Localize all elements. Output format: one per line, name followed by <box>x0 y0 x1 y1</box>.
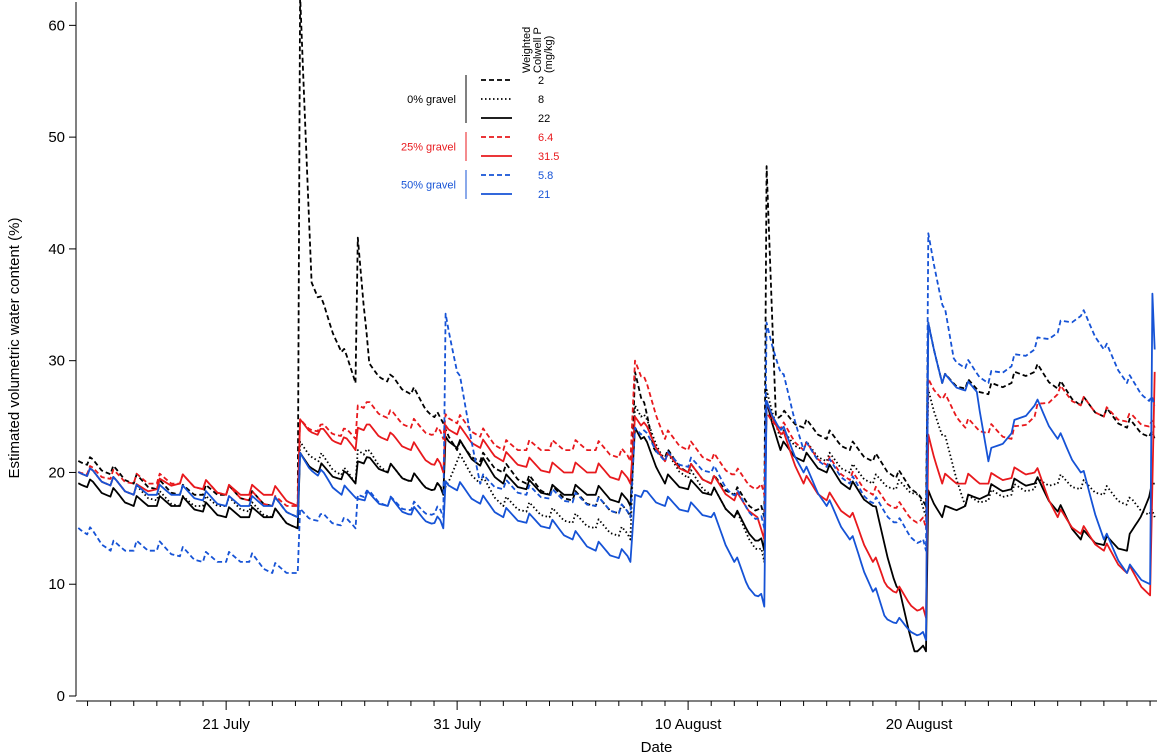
y-tick-label: 0 <box>57 688 65 705</box>
series-line-6-4 <box>78 359 1156 530</box>
legend-entry-label: 21 <box>538 189 550 201</box>
y-tick-label: 60 <box>48 17 65 34</box>
series-line-8 <box>77 388 1156 563</box>
legend-entry-label: 6.4 <box>538 132 553 144</box>
series-line-22 <box>77 400 1155 653</box>
y-tick-label: 30 <box>48 353 65 370</box>
legend-header-line: (mg/kg) <box>543 36 555 73</box>
legend-header-line: Colwell P <box>532 27 544 73</box>
series-line-5-8 <box>77 232 1156 574</box>
y-tick-label: 10 <box>48 576 65 593</box>
series-line-31-5 <box>77 371 1156 619</box>
legend-entry-label: 2 <box>538 75 544 87</box>
plot-area <box>77 0 1156 653</box>
legend-group-label: 0% gravel <box>407 94 456 106</box>
legend-entry-label: 8 <box>538 94 544 106</box>
y-tick-label: 20 <box>48 464 65 481</box>
x-tick-label: 21 July <box>202 716 250 733</box>
x-tick-label: 20 August <box>886 716 954 733</box>
series-line-2 <box>77 0 1156 519</box>
legend-header-line: Weighted <box>521 27 533 73</box>
y-tick-label: 50 <box>48 129 65 146</box>
x-axis-title: Date <box>641 739 673 756</box>
legend: Weighted Colwell P (mg/kg) 2 8 22 0% gravel 6.4… <box>401 27 559 201</box>
x-tick-label: 31 July <box>433 716 481 733</box>
legend-group-label: 25% gravel <box>401 142 456 154</box>
y-axis-title: Estimated volumetric water content (%) <box>6 218 23 479</box>
legend-entry-label: 31.5 <box>538 151 559 163</box>
legend-entry-label: 22 <box>538 113 550 125</box>
series-line-21 <box>77 292 1156 641</box>
legend-group-label: 50% gravel <box>401 180 456 192</box>
y-tick-label: 40 <box>48 241 65 258</box>
x-tick-label: 10 August <box>655 716 723 733</box>
legend-entry-label: 5.8 <box>538 170 553 182</box>
axes: 0 10 20 30 40 50 60 21 July 31 July 10 August 20 A… <box>6 2 1157 756</box>
